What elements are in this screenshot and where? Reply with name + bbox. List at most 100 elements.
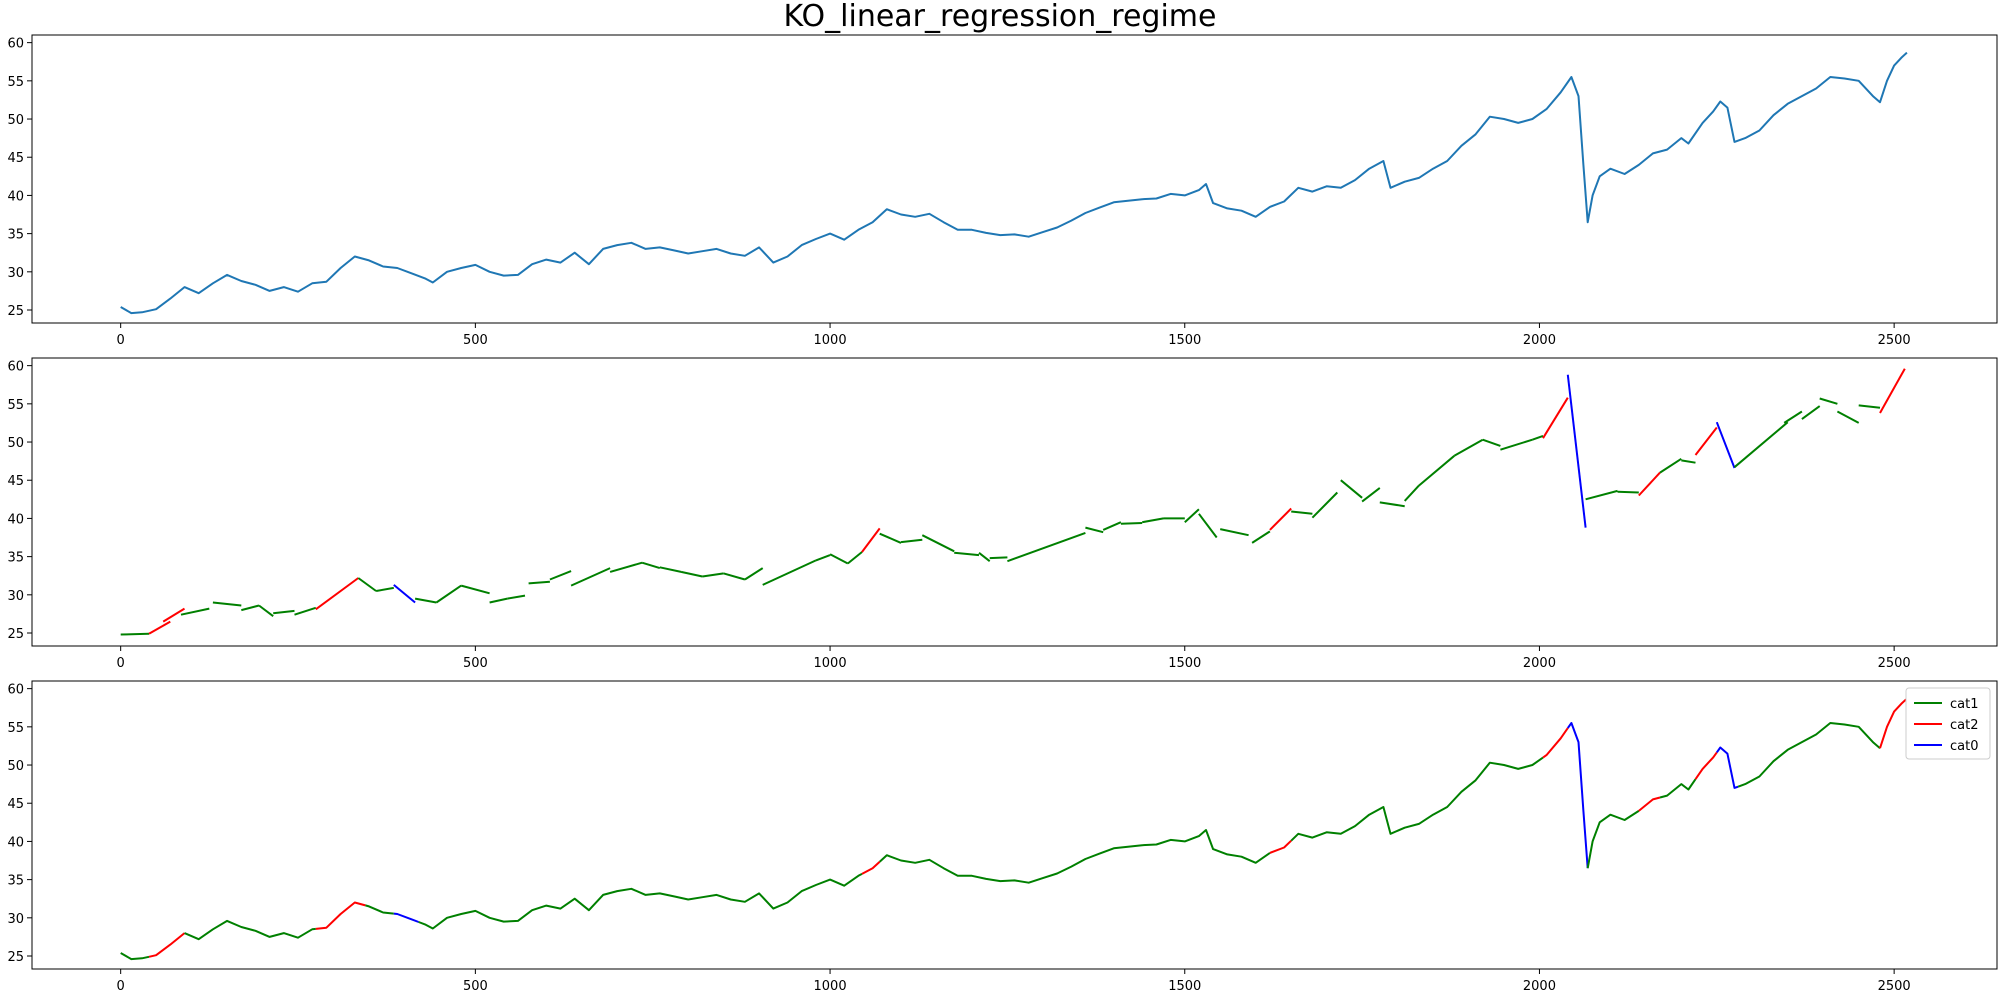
regression-segment: [1801, 405, 1821, 420]
y-tick-label: 25: [7, 950, 24, 965]
regression-segment: [148, 620, 171, 635]
x-tick-label: 500: [463, 656, 488, 671]
regime-cat1-line: [1586, 810, 1640, 869]
regression-segment: [1694, 426, 1718, 456]
regression-segment: [549, 570, 572, 581]
regime-cat0-line: [393, 912, 419, 923]
regression-segment: [1617, 490, 1639, 494]
regression-segment: [989, 556, 1008, 560]
regime-cat1-line: [418, 873, 863, 930]
regression-segment: [273, 609, 295, 615]
regression-segment: [162, 607, 186, 623]
legend-label-cat1: cat1: [1950, 697, 1978, 712]
regression-segment: [1659, 457, 1682, 474]
regime-cat1-line: [184, 919, 316, 941]
x-tick-label: 1000: [814, 979, 847, 994]
regression-segment: [1482, 438, 1501, 447]
regime-cat2-line: [1269, 839, 1292, 854]
x-tick-label: 1500: [1168, 333, 1201, 348]
y-tick-label: 60: [7, 37, 24, 52]
regime-cat1-line: [879, 829, 1271, 884]
regression-segment: [241, 604, 260, 612]
regression-segment: [1453, 438, 1484, 457]
y-tick-label: 60: [7, 683, 24, 698]
regression-segment: [861, 527, 881, 553]
y-tick-label: 40: [7, 835, 24, 850]
regression-segment: [1184, 508, 1200, 523]
regression-segment: [641, 561, 661, 570]
regression-segment: [393, 584, 416, 604]
y-tick-label: 35: [7, 228, 24, 243]
regression-segment: [294, 606, 317, 616]
regression-segment: [507, 594, 526, 600]
regression-segment: [1403, 484, 1420, 502]
regression-segment: [258, 604, 274, 617]
x-tick-label: 1500: [1168, 979, 1201, 994]
regression-segment: [460, 584, 490, 595]
regression-segment: [1858, 404, 1881, 409]
regime-cat0-line: [1566, 722, 1589, 869]
regime-cat1-line: [1290, 756, 1544, 842]
regression-segment: [847, 551, 863, 565]
x-tick-label: 2500: [1878, 979, 1911, 994]
regression-segment: [1142, 517, 1164, 524]
y-tick-label: 55: [7, 398, 24, 413]
y-tick-label: 30: [7, 589, 24, 604]
legend-label-cat2: cat2: [1950, 718, 1978, 733]
regression-segment: [609, 561, 643, 573]
legend-box: [1905, 687, 1991, 760]
regression-segment: [1102, 521, 1122, 531]
x-tick-label: 2000: [1523, 656, 1556, 671]
regime-cat1-line: [120, 952, 150, 961]
regression-segment: [1681, 459, 1696, 464]
regression-segment: [978, 552, 991, 562]
regression-segment: [879, 532, 902, 544]
legend: cat1 cat2 cat0: [1905, 687, 1991, 760]
regression-segment: [1085, 526, 1104, 534]
regression-segment: [1532, 434, 1544, 441]
regression-segment: [1361, 487, 1381, 503]
axes-frame: [31, 34, 1998, 324]
regression-segment: [120, 632, 150, 636]
regression-segment: [1783, 410, 1803, 424]
regression-segment: [723, 572, 746, 581]
x-tick-label: 0: [117, 333, 125, 348]
regression-segment: [744, 567, 764, 581]
regime-cat2-line: [1694, 751, 1718, 780]
subplot-3: 0 500 1000 1500 2000 2500 25 30 35 40 45 50 55 60 cat1…: [7, 680, 1998, 994]
x-tick-label: 500: [463, 333, 488, 348]
y-tick-label: 55: [7, 721, 24, 736]
regime-cat2-line: [1879, 697, 1908, 749]
regression-segment: [1340, 479, 1363, 499]
regression-segment: [1418, 455, 1455, 487]
regression-segment: [212, 601, 242, 607]
regression-segment: [414, 597, 437, 604]
x-tick-label: 2000: [1523, 979, 1556, 994]
regression-segment: [1638, 471, 1661, 497]
y-tick-label: 25: [7, 627, 24, 642]
regression-segment: [900, 538, 923, 544]
x-tick-label: 1000: [814, 333, 847, 348]
regime-cat1-line: [365, 904, 394, 915]
regression-segment: [1007, 531, 1086, 563]
regression-segment: [1311, 491, 1339, 519]
regression-segment: [921, 534, 955, 553]
regime-cat2-line: [148, 932, 186, 958]
y-tick-label: 40: [7, 512, 24, 527]
subplot-1: 0 500 1000 1500 2000 2500 25 30 35 40 45 50 55 60: [7, 34, 1998, 348]
regression-segment: [1733, 421, 1789, 468]
regression-segment: [1120, 522, 1143, 525]
regression-segment: [180, 607, 210, 616]
regression-segment: [528, 580, 550, 585]
regression-segment: [489, 597, 508, 604]
y-tick-label: 35: [7, 874, 24, 889]
regression-segment: [1269, 507, 1292, 531]
y-tick-label: 50: [7, 436, 24, 451]
regression-segment: [702, 572, 724, 578]
regime-cat0-line: [1715, 746, 1739, 789]
y-tick-label: 50: [7, 113, 24, 128]
x-tick-label: 1000: [814, 656, 847, 671]
y-tick-label: 50: [7, 759, 24, 774]
regression-segment: [1879, 368, 1906, 414]
